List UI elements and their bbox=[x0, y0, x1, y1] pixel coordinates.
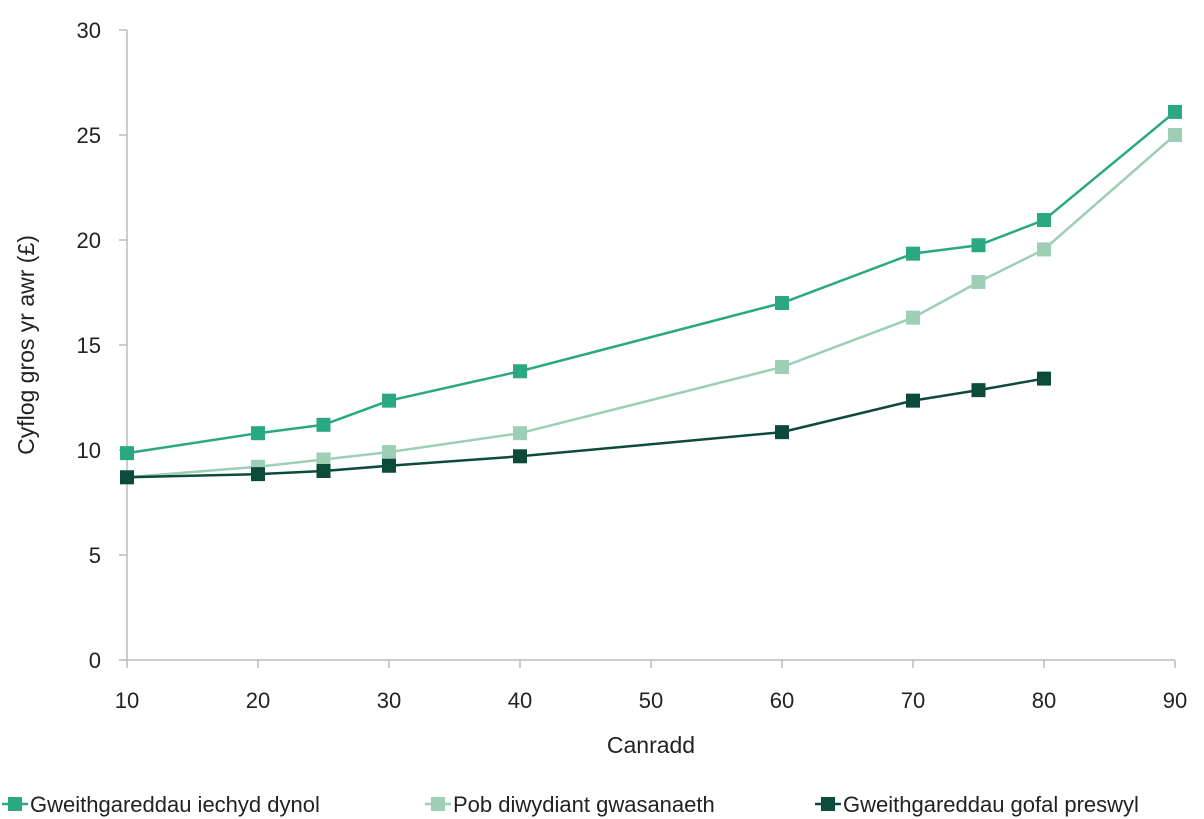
data-point-marker bbox=[251, 426, 265, 441]
legend-item-2: Pob diwydiant gwasanaeth bbox=[425, 792, 715, 817]
data-point-marker bbox=[1037, 242, 1051, 257]
y-axis-title: Cyflog gros yr awr (£) bbox=[13, 235, 39, 455]
data-point-marker bbox=[120, 446, 134, 461]
legend-marker bbox=[821, 797, 835, 811]
y-tick-label: 5 bbox=[89, 543, 101, 568]
y-tick-label: 15 bbox=[77, 333, 101, 358]
series-layer bbox=[120, 104, 1182, 485]
data-point-marker bbox=[971, 238, 986, 253]
y-tick-label: 20 bbox=[77, 228, 101, 253]
data-point-marker bbox=[251, 467, 265, 482]
data-point-marker bbox=[1168, 128, 1182, 142]
series-line bbox=[126, 110, 1176, 455]
data-point-marker bbox=[775, 296, 789, 310]
data-point-marker bbox=[775, 425, 789, 440]
data-point-marker bbox=[1037, 371, 1051, 386]
data-point-marker bbox=[382, 458, 396, 473]
data-point-marker bbox=[382, 445, 396, 460]
legend-label: Pob diwydiant gwasanaeth bbox=[453, 792, 715, 817]
x-tick-label: 20 bbox=[246, 688, 270, 713]
legend-item-1: Gweithgareddau iechyd dynol bbox=[2, 792, 320, 817]
data-point-marker bbox=[382, 393, 396, 408]
y-tick-label: 30 bbox=[77, 18, 101, 43]
y-tick-label: 10 bbox=[77, 438, 101, 463]
legend-item-3: Gweithgareddau gofal preswyl bbox=[815, 792, 1139, 817]
data-point-marker bbox=[906, 246, 920, 261]
data-point-marker bbox=[971, 275, 986, 289]
x-axis-title: Canradd bbox=[607, 732, 695, 758]
x-tick-label: 60 bbox=[770, 688, 794, 713]
series-line bbox=[126, 134, 1176, 479]
data-point-marker bbox=[1037, 213, 1051, 228]
legend-label: Gweithgareddau iechyd dynol bbox=[30, 792, 320, 817]
y-tick-label: 25 bbox=[77, 123, 101, 148]
x-tick-label: 10 bbox=[115, 688, 139, 713]
series-1 bbox=[120, 104, 1182, 461]
legend: Gweithgareddau iechyd dynol Pob diwydiant… bbox=[2, 792, 1139, 817]
data-point-marker bbox=[513, 449, 527, 464]
data-point-marker bbox=[316, 417, 331, 432]
legend-marker bbox=[431, 797, 445, 811]
x-tick-label: 40 bbox=[508, 688, 532, 713]
series-3 bbox=[120, 371, 1051, 485]
data-point-marker bbox=[513, 426, 527, 441]
data-point-marker bbox=[120, 470, 134, 485]
x-tick-label: 70 bbox=[901, 688, 925, 713]
data-point-marker bbox=[316, 452, 331, 467]
data-point-marker bbox=[513, 364, 527, 379]
data-point-marker bbox=[971, 383, 986, 398]
x-tick-label: 90 bbox=[1163, 688, 1187, 713]
legend-marker bbox=[8, 797, 22, 811]
x-tick-label: 80 bbox=[1032, 688, 1056, 713]
data-point-marker bbox=[906, 393, 920, 408]
y-tick-label: 0 bbox=[89, 648, 101, 673]
data-point-marker bbox=[906, 310, 920, 325]
data-point-marker bbox=[775, 360, 789, 375]
axes: 0 5 10 15 20 25 30 10 20 30 40 50 60 70 80 90 bbox=[77, 18, 1188, 713]
data-point-marker bbox=[316, 464, 331, 478]
data-point-marker bbox=[1168, 104, 1182, 119]
x-tick-label: 50 bbox=[639, 688, 663, 713]
x-tick-label: 30 bbox=[377, 688, 401, 713]
legend-label: Gweithgareddau gofal preswyl bbox=[843, 792, 1139, 817]
